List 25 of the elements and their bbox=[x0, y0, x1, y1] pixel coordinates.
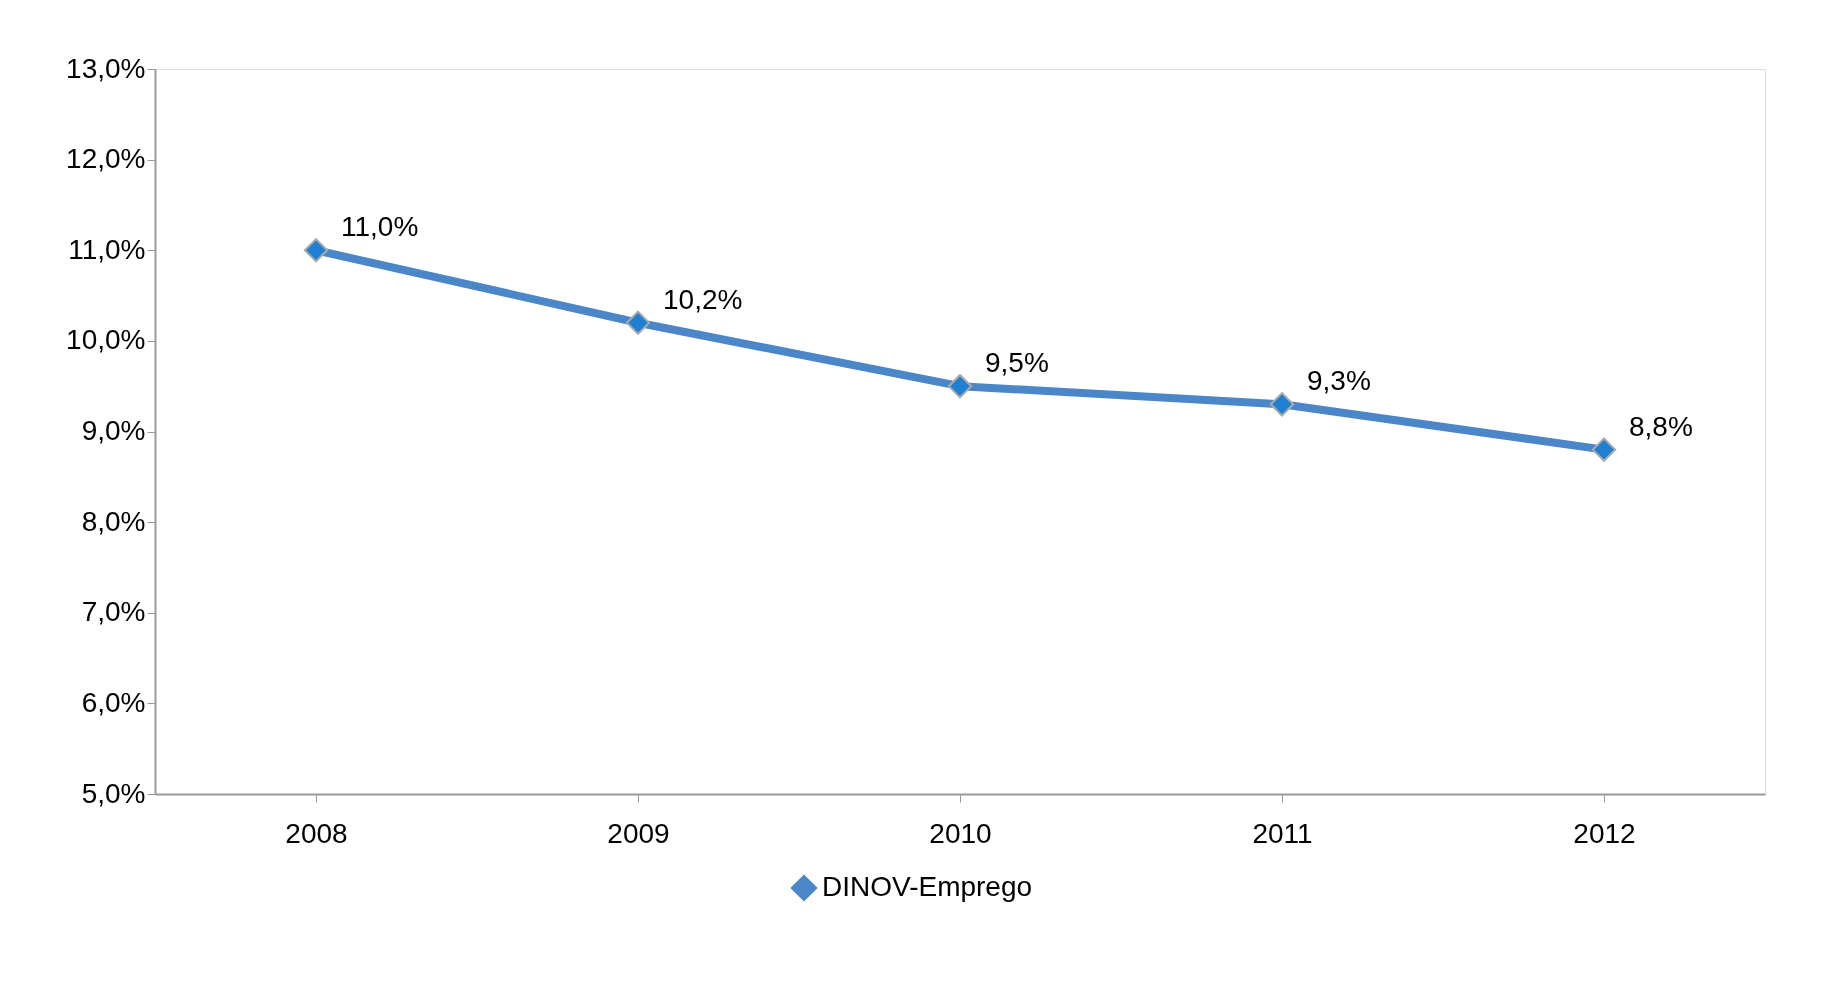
point bbox=[1269, 392, 1295, 417]
data-label: 11,0% bbox=[341, 211, 419, 243]
x-tick-label: 2011 bbox=[1252, 817, 1313, 849]
y-tick-label: 13,0% bbox=[66, 52, 146, 84]
data-label: 9,5% bbox=[985, 347, 1049, 379]
x-tick-label: 2012 bbox=[1573, 817, 1636, 849]
data-label: 10,2% bbox=[663, 283, 743, 315]
y-tick-label: 10,0% bbox=[66, 324, 146, 356]
y-tick-label: 6,0% bbox=[81, 686, 146, 718]
x-tick-label: 2009 bbox=[607, 817, 670, 849]
point bbox=[1591, 437, 1617, 462]
data-label: 8,8% bbox=[1629, 410, 1693, 442]
data-label: 9,3% bbox=[1307, 365, 1371, 397]
y-tick-label: 7,0% bbox=[81, 596, 146, 628]
x-tick-label: 2010 bbox=[929, 817, 992, 849]
y-tick-label: 11,0% bbox=[68, 233, 146, 265]
point bbox=[303, 238, 329, 263]
y-tick-label: 9,0% bbox=[81, 415, 146, 446]
y-tick-label: 5,0% bbox=[81, 777, 146, 809]
point bbox=[625, 310, 651, 335]
y-tick-label: 8,0% bbox=[81, 505, 146, 537]
legend-label: DINOV-Emprego bbox=[822, 871, 1033, 902]
point bbox=[947, 374, 973, 399]
y-tick-label: 12,0% bbox=[66, 143, 146, 175]
x-tick-label: 2008 bbox=[285, 817, 348, 849]
